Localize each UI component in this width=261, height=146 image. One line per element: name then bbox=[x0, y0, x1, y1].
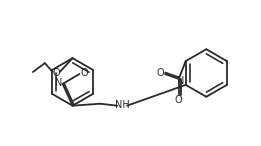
Text: NH: NH bbox=[115, 100, 129, 110]
Text: N: N bbox=[55, 78, 62, 88]
Text: O: O bbox=[80, 68, 88, 78]
Text: N: N bbox=[177, 76, 185, 86]
Text: O: O bbox=[175, 95, 182, 105]
Text: O: O bbox=[52, 68, 60, 78]
Text: O: O bbox=[156, 68, 164, 78]
